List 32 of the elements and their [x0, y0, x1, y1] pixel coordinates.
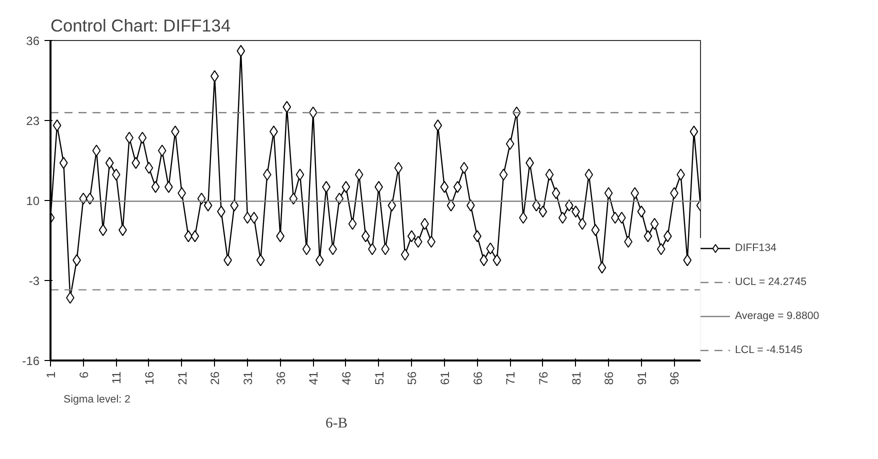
chart-title: Control Chart: DIFF134 [50, 16, 231, 36]
x-tick-label: 31 [240, 371, 255, 385]
x-tick-label: 26 [208, 371, 222, 385]
x-tick-label: 91 [634, 371, 649, 385]
x-tick-label: 71 [504, 371, 518, 385]
x-tick-label: 86 [602, 371, 616, 385]
y-tick-label: 36 [26, 34, 40, 48]
y-tick-label: -16 [22, 354, 40, 368]
legend-label: UCL = 24.2745 [735, 276, 807, 288]
x-tick-label: 11 [110, 371, 124, 384]
legend-label: LCL = -4.5145 [735, 344, 802, 356]
x-tick-label: 16 [142, 371, 156, 385]
x-tick-label: 81 [569, 371, 584, 385]
y-tick-label: -3 [28, 274, 40, 288]
text: 6-B [326, 416, 348, 432]
legend-label: DIFF134 [735, 242, 776, 254]
x-tick-label: 76 [536, 371, 550, 385]
x-tick-label: 1 [44, 371, 58, 378]
x-tick-label: 66 [470, 371, 485, 385]
x-tick-label: 21 [175, 371, 190, 385]
legend-label: Average = 9.8800 [735, 310, 820, 322]
x-tick-label: 6 [76, 371, 91, 378]
x-tick-label: 36 [274, 371, 288, 385]
text: Sigma level: 2 [64, 394, 131, 406]
x-tick-label: 46 [339, 371, 354, 385]
y-tick-label: 10 [26, 194, 40, 208]
x-tick-label: 41 [306, 371, 321, 385]
x-tick-label: 51 [372, 371, 386, 385]
x-tick-label: 61 [438, 371, 452, 385]
y-tick-label: 23 [26, 114, 40, 128]
x-tick-label: 56 [405, 371, 420, 385]
x-tick-label: 96 [668, 371, 682, 385]
